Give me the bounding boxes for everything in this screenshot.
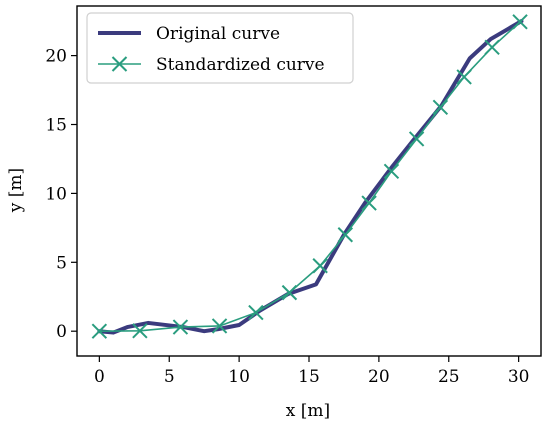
- y-axis-label: y [m]: [6, 168, 26, 213]
- marker-stroke-b: [408, 131, 425, 147]
- y-tick-label: 10: [45, 184, 67, 204]
- legend-x-stroke-b: [111, 56, 128, 72]
- data-point-marker: [456, 69, 472, 85]
- x-tick-label: 20: [368, 367, 390, 387]
- legend-box: [86, 12, 354, 84]
- marker-stroke-b: [211, 318, 228, 334]
- data-point-marker: [383, 163, 400, 180]
- y-axis: 0 5 10 15 20: [45, 47, 77, 342]
- x-tick-label: 15: [298, 367, 320, 387]
- data-point-marker: [337, 227, 354, 243]
- marker-stroke-b: [312, 258, 328, 274]
- marker-stroke-b: [432, 99, 449, 115]
- x-tick-label: 25: [438, 367, 460, 387]
- data-point-marker: [91, 323, 108, 339]
- marker-stroke-b: [361, 195, 377, 211]
- data-point-marker: [248, 304, 264, 321]
- y-tick-label: 5: [56, 253, 67, 273]
- data-point-marker: [312, 258, 328, 274]
- marker-stroke-b: [512, 14, 528, 30]
- y-tick-label: 0: [56, 322, 67, 342]
- y-tick-label: 20: [45, 47, 67, 67]
- x-tick-label: 30: [508, 367, 530, 387]
- marker-stroke-b: [132, 323, 148, 339]
- data-point-marker: [132, 323, 148, 339]
- x-axis: 0 5 10 15 20 25 30: [94, 356, 530, 387]
- data-point-marker: [512, 14, 528, 30]
- x-tick-label: 10: [228, 367, 250, 387]
- axes-frame: [76, 5, 542, 357]
- marker-stroke-b: [172, 319, 189, 335]
- x-tick-label: 5: [164, 367, 175, 387]
- marker-stroke-b: [337, 227, 354, 243]
- data-point-marker: [484, 39, 500, 56]
- legend-marker-standardized: [111, 56, 128, 72]
- x-tick-label: 0: [94, 367, 105, 387]
- y-tick-label: 15: [45, 116, 67, 136]
- marker-stroke-b: [281, 284, 298, 301]
- marker-stroke-b: [484, 39, 500, 56]
- plot-area: [91, 14, 528, 339]
- x-axis-label: x [m]: [286, 401, 330, 421]
- data-point-marker: [432, 99, 449, 115]
- marker-stroke-b: [456, 69, 472, 85]
- legend: Original curve Standardized curve: [86, 12, 354, 84]
- data-point-marker: [281, 284, 298, 301]
- legend-label-standardized: Standardized curve: [156, 55, 325, 75]
- data-point-marker: [408, 131, 425, 147]
- data-point-marker: [211, 318, 228, 334]
- data-point-marker: [361, 195, 377, 211]
- legend-label-original: Original curve: [156, 24, 280, 44]
- data-point-marker: [172, 319, 189, 335]
- marker-stroke-b: [91, 323, 108, 339]
- marker-stroke-b: [248, 304, 264, 321]
- marker-stroke-b: [383, 163, 400, 180]
